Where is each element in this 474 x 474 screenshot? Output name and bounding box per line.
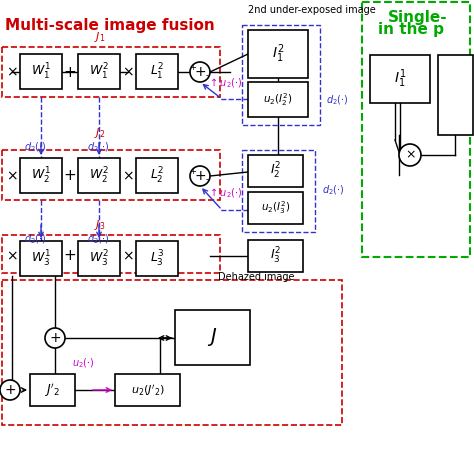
FancyBboxPatch shape bbox=[20, 241, 62, 276]
FancyBboxPatch shape bbox=[20, 158, 62, 193]
Text: $d_2(\cdot)$: $d_2(\cdot)$ bbox=[322, 183, 345, 197]
Text: $W_3^2$: $W_3^2$ bbox=[89, 248, 109, 269]
Text: $+$: $+$ bbox=[49, 331, 61, 345]
Text: $+$: $+$ bbox=[64, 64, 77, 80]
Text: $J_2$: $J_2$ bbox=[94, 126, 106, 140]
Circle shape bbox=[190, 62, 210, 82]
Text: +: + bbox=[190, 166, 196, 175]
Text: $J_1$: $J_1$ bbox=[94, 30, 106, 44]
Text: 2nd under-exposed image: 2nd under-exposed image bbox=[248, 5, 376, 15]
FancyBboxPatch shape bbox=[30, 374, 75, 406]
Text: $+$: $+$ bbox=[194, 65, 206, 79]
Text: $+$: $+$ bbox=[64, 248, 77, 264]
Text: $\times$: $\times$ bbox=[6, 249, 18, 263]
FancyBboxPatch shape bbox=[78, 158, 120, 193]
Text: $W_2^1$: $W_2^1$ bbox=[31, 165, 51, 185]
Circle shape bbox=[0, 380, 20, 400]
Text: Single-: Single- bbox=[388, 10, 447, 25]
FancyBboxPatch shape bbox=[20, 54, 62, 89]
FancyBboxPatch shape bbox=[248, 155, 303, 187]
Text: $J_3$: $J_3$ bbox=[94, 218, 106, 232]
Text: $\times$: $\times$ bbox=[6, 169, 18, 183]
Text: $J'_2$: $J'_2$ bbox=[45, 381, 61, 399]
FancyBboxPatch shape bbox=[115, 374, 180, 406]
FancyBboxPatch shape bbox=[438, 55, 473, 135]
Text: $L_2^2$: $L_2^2$ bbox=[150, 165, 164, 185]
Text: in the p: in the p bbox=[378, 22, 444, 37]
Text: $+$: $+$ bbox=[194, 169, 206, 183]
Text: $d_2(\cdot)$: $d_2(\cdot)$ bbox=[87, 232, 109, 246]
Text: -: - bbox=[206, 175, 209, 184]
Text: Multi-scale image fusion: Multi-scale image fusion bbox=[5, 18, 215, 33]
Text: $\times$: $\times$ bbox=[122, 249, 134, 263]
Text: $I_1^2$: $I_1^2$ bbox=[272, 43, 284, 65]
Text: $u_2(I_2^2)$: $u_2(I_2^2)$ bbox=[263, 91, 293, 108]
Circle shape bbox=[399, 144, 421, 166]
Text: $W_2^2$: $W_2^2$ bbox=[89, 165, 109, 185]
Text: $d_2(\cdot)$: $d_2(\cdot)$ bbox=[24, 140, 46, 154]
FancyBboxPatch shape bbox=[175, 310, 250, 365]
FancyBboxPatch shape bbox=[136, 158, 178, 193]
Text: $\times$: $\times$ bbox=[122, 169, 134, 183]
FancyBboxPatch shape bbox=[248, 30, 308, 78]
Text: $u_2(I_3^2)$: $u_2(I_3^2)$ bbox=[261, 200, 290, 217]
Text: $d_2(\cdot)$: $d_2(\cdot)$ bbox=[87, 140, 109, 154]
FancyBboxPatch shape bbox=[370, 55, 430, 103]
FancyBboxPatch shape bbox=[248, 192, 303, 224]
Circle shape bbox=[45, 328, 65, 348]
Text: $\times$: $\times$ bbox=[6, 65, 18, 79]
Text: Dehazed image: Dehazed image bbox=[218, 272, 294, 282]
Text: -: - bbox=[206, 72, 209, 81]
Text: $+$: $+$ bbox=[4, 383, 16, 397]
FancyBboxPatch shape bbox=[136, 54, 178, 89]
Text: $\times$: $\times$ bbox=[122, 65, 134, 79]
Text: +: + bbox=[190, 63, 196, 72]
Text: $d_2(\cdot)$: $d_2(\cdot)$ bbox=[24, 232, 46, 246]
FancyBboxPatch shape bbox=[248, 82, 308, 117]
Text: $W_1^2$: $W_1^2$ bbox=[89, 62, 109, 82]
Text: $W_1^1$: $W_1^1$ bbox=[31, 62, 51, 82]
FancyBboxPatch shape bbox=[78, 54, 120, 89]
Text: $\uparrow u_2(\cdot)$: $\uparrow u_2(\cdot)$ bbox=[209, 76, 243, 90]
Text: $+$: $+$ bbox=[64, 168, 77, 183]
FancyBboxPatch shape bbox=[136, 241, 178, 276]
FancyBboxPatch shape bbox=[78, 241, 120, 276]
Text: $d_2(\cdot)$: $d_2(\cdot)$ bbox=[326, 93, 349, 107]
FancyBboxPatch shape bbox=[248, 240, 303, 272]
Text: $u_2(J'_2)$: $u_2(J'_2)$ bbox=[130, 383, 164, 398]
Text: $\uparrow u_2(\cdot)$: $\uparrow u_2(\cdot)$ bbox=[209, 186, 243, 200]
Text: $J$: $J$ bbox=[207, 327, 218, 348]
Text: $\times$: $\times$ bbox=[405, 148, 415, 162]
Text: $I_3^2$: $I_3^2$ bbox=[270, 246, 281, 266]
Text: $W_3^1$: $W_3^1$ bbox=[31, 248, 51, 269]
Text: $I_2^2$: $I_2^2$ bbox=[270, 161, 281, 181]
Text: $u_2(\cdot)$: $u_2(\cdot)$ bbox=[72, 356, 94, 370]
Text: $L_3^3$: $L_3^3$ bbox=[150, 248, 164, 269]
Circle shape bbox=[190, 166, 210, 186]
Text: $I_1^1$: $I_1^1$ bbox=[394, 68, 406, 91]
Text: $L_1^2$: $L_1^2$ bbox=[150, 62, 164, 82]
